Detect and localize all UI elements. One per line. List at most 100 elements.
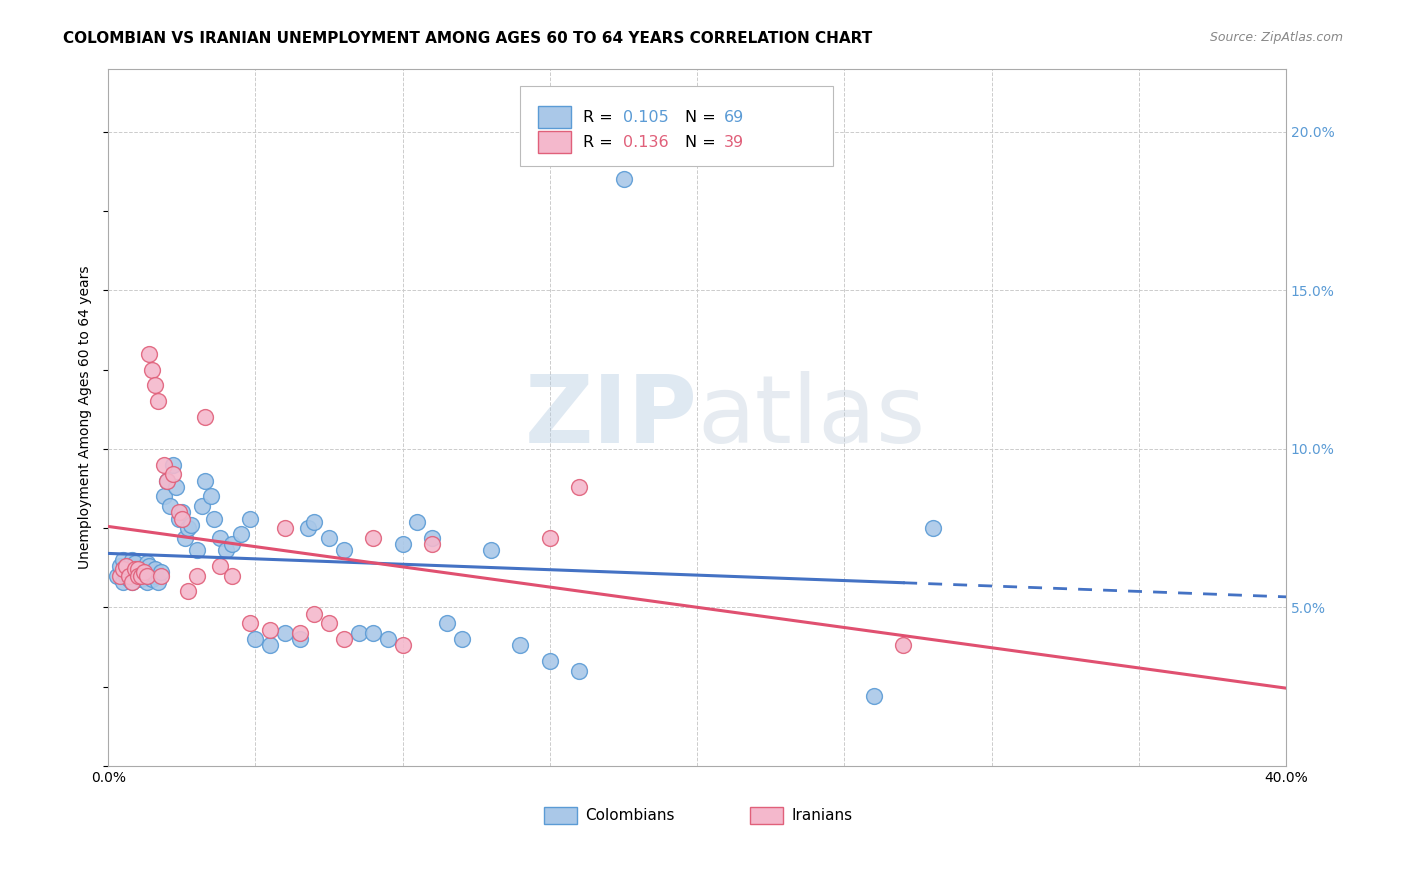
Point	[138, 559, 160, 574]
Point	[202, 511, 225, 525]
Point	[288, 625, 311, 640]
FancyBboxPatch shape	[544, 807, 576, 824]
Point	[118, 572, 141, 586]
Point	[194, 410, 217, 425]
Text: N =: N =	[685, 135, 721, 150]
Point	[167, 505, 190, 519]
Text: N =: N =	[685, 110, 721, 125]
Point	[191, 499, 214, 513]
Point	[194, 474, 217, 488]
Point	[150, 568, 173, 582]
Text: 69: 69	[724, 110, 744, 125]
Point	[108, 559, 131, 574]
Point	[479, 543, 502, 558]
Point	[221, 537, 243, 551]
Point	[118, 568, 141, 582]
Point	[148, 394, 170, 409]
Point	[135, 568, 157, 582]
Point	[162, 458, 184, 472]
Point	[127, 568, 149, 582]
Point	[111, 562, 134, 576]
Point	[361, 531, 384, 545]
Point	[406, 515, 429, 529]
Point	[333, 543, 356, 558]
Point	[274, 625, 297, 640]
Point	[143, 568, 166, 582]
Point	[180, 517, 202, 532]
Point	[200, 489, 222, 503]
Point	[259, 638, 281, 652]
Point	[156, 474, 179, 488]
Point	[121, 574, 143, 589]
Text: R =: R =	[583, 110, 617, 125]
Point	[347, 625, 370, 640]
Point	[333, 632, 356, 646]
Point	[153, 489, 176, 503]
Point	[509, 638, 531, 652]
Point	[121, 574, 143, 589]
Point	[115, 559, 138, 574]
Point	[568, 480, 591, 494]
Point	[143, 378, 166, 392]
Text: 0.136: 0.136	[623, 135, 669, 150]
Point	[159, 499, 181, 513]
Point	[135, 556, 157, 570]
Text: Iranians: Iranians	[792, 808, 852, 822]
Point	[148, 574, 170, 589]
Text: COLOMBIAN VS IRANIAN UNEMPLOYMENT AMONG AGES 60 TO 64 YEARS CORRELATION CHART: COLOMBIAN VS IRANIAN UNEMPLOYMENT AMONG …	[63, 31, 873, 46]
Point	[239, 616, 262, 631]
Point	[318, 531, 340, 545]
Text: Colombians: Colombians	[585, 808, 675, 822]
Point	[124, 562, 146, 576]
Point	[304, 607, 326, 621]
Text: Source: ZipAtlas.com: Source: ZipAtlas.com	[1209, 31, 1343, 45]
Point	[129, 568, 152, 582]
Point	[288, 632, 311, 646]
Point	[391, 537, 413, 551]
Point	[141, 572, 163, 586]
Point	[239, 511, 262, 525]
Point	[215, 543, 238, 558]
Point	[436, 616, 458, 631]
Text: 0.105: 0.105	[623, 110, 669, 125]
Point	[377, 632, 399, 646]
Point	[318, 616, 340, 631]
Point	[186, 568, 208, 582]
Point	[186, 543, 208, 558]
Point	[420, 531, 443, 545]
Point	[132, 568, 155, 582]
Point	[127, 568, 149, 582]
Point	[108, 568, 131, 582]
Point	[177, 521, 200, 535]
Point	[297, 521, 319, 535]
Point	[274, 521, 297, 535]
Point	[221, 568, 243, 582]
Point	[111, 553, 134, 567]
Point	[156, 474, 179, 488]
Point	[170, 511, 193, 525]
Point	[209, 531, 232, 545]
Point	[538, 531, 561, 545]
Point	[361, 625, 384, 640]
Point	[129, 566, 152, 580]
Point	[538, 654, 561, 668]
Point	[568, 664, 591, 678]
Point	[921, 521, 943, 535]
Point	[170, 505, 193, 519]
Point	[118, 559, 141, 574]
FancyBboxPatch shape	[751, 807, 783, 824]
Point	[450, 632, 472, 646]
Y-axis label: Unemployment Among Ages 60 to 64 years: Unemployment Among Ages 60 to 64 years	[79, 266, 93, 569]
Point	[124, 566, 146, 580]
FancyBboxPatch shape	[520, 86, 832, 166]
Point	[121, 553, 143, 567]
Point	[209, 559, 232, 574]
Point	[891, 638, 914, 652]
Point	[111, 574, 134, 589]
Point	[105, 568, 128, 582]
Point	[165, 480, 187, 494]
Point	[612, 172, 634, 186]
Point	[124, 556, 146, 570]
FancyBboxPatch shape	[538, 106, 571, 128]
Point	[143, 562, 166, 576]
